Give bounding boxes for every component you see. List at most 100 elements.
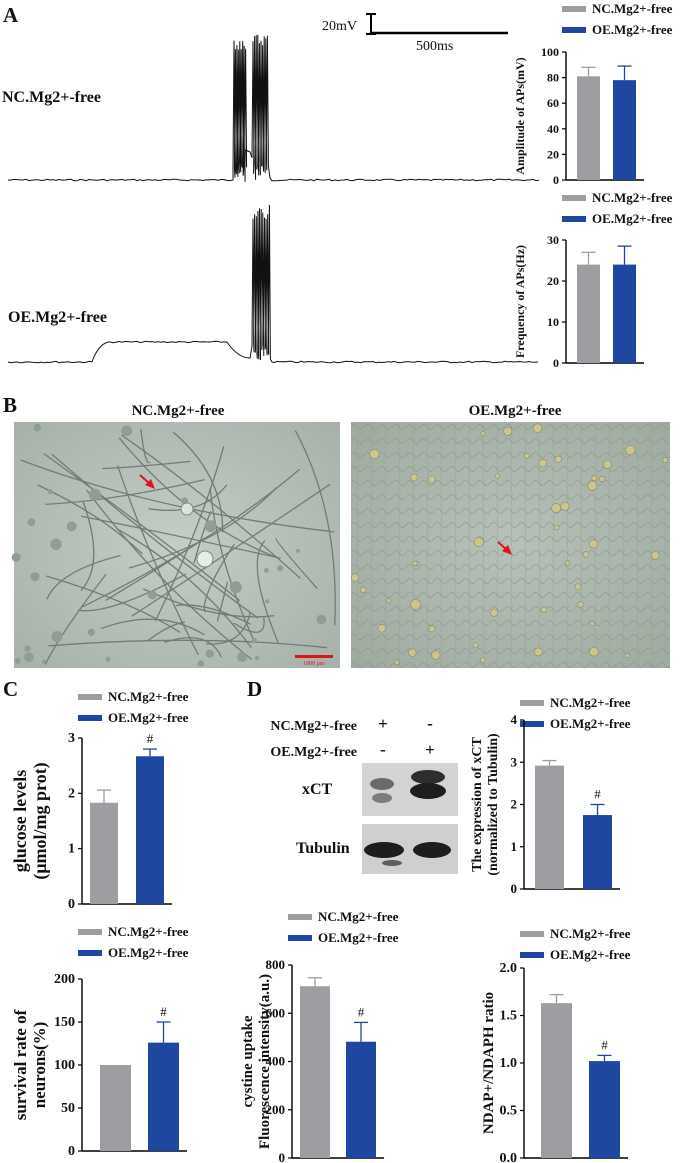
legend-label-nc: NC.Mg2+-free [108,924,189,939]
y-axis-label: survival rate of [11,1009,30,1120]
legend-swatch-oe [78,950,102,956]
bar-oe [583,815,612,889]
y-tick-label: 0.5 [500,1104,518,1119]
bar-nc [535,765,564,889]
y-axis-label: NDAP+/NDAPH ratio [481,992,497,1134]
legend-label-nc: NC.Mg2+-free [592,190,673,205]
y-tick-label: 1.0 [500,1056,518,1071]
y-axis-label: cystine uptake [240,1015,256,1107]
y-tick-label: 100 [541,45,559,59]
panel-letter-b: B [3,393,17,417]
micrograph-scale-label: 1000 μm [303,661,325,667]
y-tick-label: 800 [266,957,286,972]
y-tick-label: 4 [511,712,518,727]
legend-label-nc: NC.Mg2+-free [550,695,631,710]
bar-charts: NC.Mg2+-freeOE.Mg2+-free020406080100Ampl… [10,1,673,1163]
y-tick-label: 40 [547,122,559,136]
trace-label-oe: OE.Mg2+-free [8,309,107,326]
bar-oe [613,264,636,363]
panel-letter-c: C [3,677,18,701]
bar-oe [136,756,164,904]
bar-oe [148,1042,179,1151]
legend-swatch-nc [562,195,586,201]
y-axis-label: Frequency of APs(Hz) [513,245,527,358]
scale-time-label: 500ms [416,39,453,54]
panel-a-traces: NC.Mg2+-free OE.Mg2+-free 20mV 500ms [2,13,540,364]
trace-oe [7,204,539,364]
micrograph-nc: 1000 μm [11,422,340,668]
legend-swatch-oe [520,721,544,727]
panel-letter-a: A [3,3,19,27]
chart-frequency: NC.Mg2+-free OE.Mg2+-free 0 10 20 30 Frequency… [513,190,673,370]
y-tick-label: 1 [511,839,518,854]
bar-nc [577,76,600,180]
y-tick-label: 0 [68,1144,75,1159]
trace-nc [7,34,540,182]
bar-nc [577,264,600,363]
y-tick-label: 3 [511,754,518,769]
wb-row-label-oe: OE.Mg2+-free [270,745,357,760]
legend-swatch-nc [562,6,586,12]
legend-label-oe: OE.Mg2+-free [108,710,189,725]
legend-label-oe: OE.Mg2+-free [108,945,189,960]
legend-label-nc: NC.Mg2+-free [550,926,631,941]
legend-swatch-nc [288,914,312,920]
y-axis-label: Amplitude of APs(mV) [513,57,527,174]
legend-label-oe: OE.Mg2+-free [550,716,631,731]
y-tick-label: 400 [266,1054,286,1069]
legend-swatch-oe [562,216,586,222]
chart-glucose: NC.Mg2+-free OE.Mg2+-free 0 1 2 3 # glucose lev… [10,689,189,912]
wb-lane1-nc-sign: + [378,714,388,733]
y-axis-label: (normalized to Tubulin) [486,733,501,876]
legend-swatch-oe [520,952,544,958]
micrograph-scale-bar [295,655,333,658]
micrograph-title-oe: OE.Mg2+-free [469,403,562,419]
y-tick-label: 0 [553,356,559,370]
legend-label-oe: OE.Mg2+-free [592,211,673,226]
y-axis-label: (μmol/mg prot) [30,762,51,879]
y-tick-label: 200 [266,1102,286,1117]
voltage-time-scale-bar: 20mV 500ms [322,13,508,54]
scale-voltage-label: 20mV [322,19,357,34]
y-tick-label: 0 [511,881,518,896]
chart-survival: NC.Mg2+-free OE.Mg2+-free 0 50 100 150 200 # sur… [11,924,189,1159]
trace-label-nc: NC.Mg2+-free [2,89,101,106]
y-axis-label: The expression of xCT [470,736,485,871]
bar-oe [613,80,636,180]
wb-row-label-nc: NC.Mg2+-free [270,719,357,734]
y-tick-label: 1.5 [500,1009,518,1024]
red-arrow-nc [139,474,155,489]
y-tick-label: 10 [547,315,559,329]
legend-swatch-oe [78,715,102,721]
legend-label-nc: NC.Mg2+-free [592,1,673,16]
chart-ndap: NC.Mg2+-free OE.Mg2+-free 0.0 0.5 1.0 1.5 2.0 #… [481,926,631,1163]
legend-swatch-nc [78,929,102,935]
legend-label-oe: OE.Mg2+-free [592,22,673,37]
y-tick-label: 150 [54,1015,75,1030]
y-tick-label: 1 [68,842,75,857]
wb-lane1-oe-sign: - [380,740,386,759]
legend-swatch-nc [520,931,544,937]
chart-amplitude: NC.Mg2+-free OE.Mg2+-free 0 20 40 60 80 100 Ampl… [513,1,673,187]
significance-mark: # [358,1004,365,1019]
wb-xct-blot [362,763,458,816]
panel-b-images: NC.Mg2+-free OE.Mg2+-free [11,403,670,668]
wb-band-label-xct: xCT [302,781,333,798]
y-tick-label: 0 [553,173,559,187]
y-tick-label: 3 [68,731,75,746]
wb-lane2-nc-sign: - [427,714,433,733]
y-axis-label: glucose levels [10,770,30,872]
bar-nc [90,802,118,904]
bar-nc [541,1003,572,1158]
y-tick-label: 60 [547,96,559,110]
y-tick-label: 600 [266,1005,286,1020]
legend-label-nc: NC.Mg2+-free [318,909,399,924]
significance-mark: # [147,731,154,746]
legend-swatch-oe [562,27,586,33]
y-tick-label: 200 [54,972,75,987]
y-axis-label: Fluorescence intensity(a.u.) [257,974,273,1149]
y-tick-label: 2 [511,797,518,812]
wb-lane2-oe-sign: + [425,740,435,759]
legend-swatch-nc [520,700,544,706]
